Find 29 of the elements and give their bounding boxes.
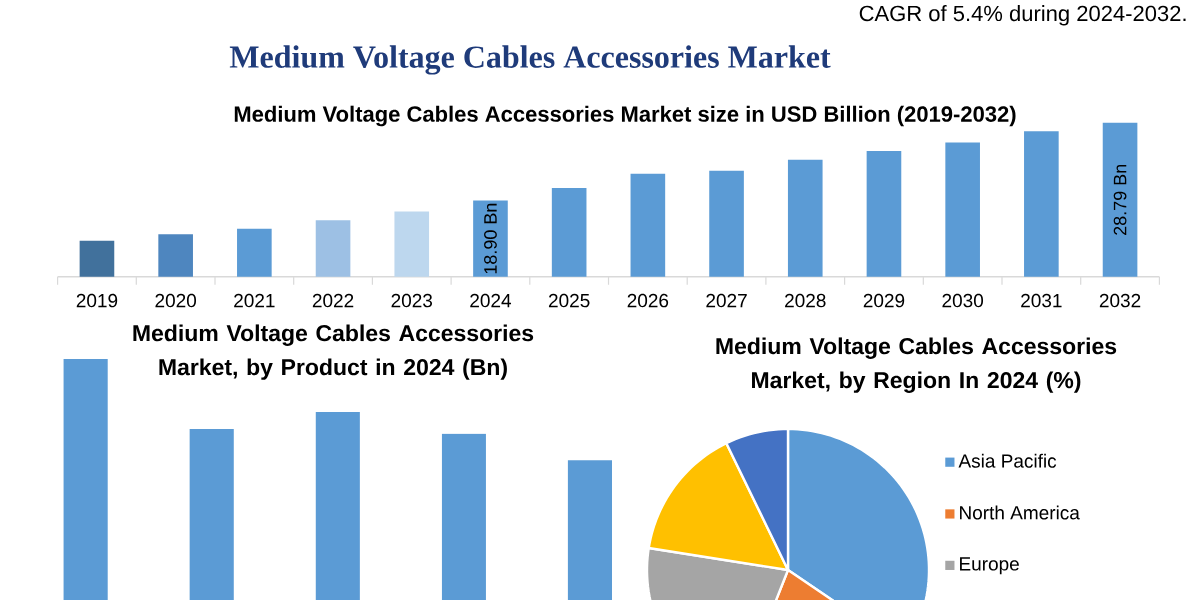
x-tick-label: 2022 <box>312 293 354 308</box>
chart-title: Medium Voltage Cables Accessories Market, by Product in 2024 (Bn) <box>133 324 534 380</box>
x-tick-label: 2031 <box>1021 293 1062 308</box>
x-tick-label: 2028 <box>785 293 826 308</box>
x-tick-label: 2030 <box>942 293 984 308</box>
chart-title: Medium Voltage Cables Accessories Market, by Region In 2024 (%) <box>716 337 1117 393</box>
chart-subtitle: Medium Voltage Cables Accessories Market size in USD Billion (2019-2032) <box>234 105 1016 127</box>
x-tick-label: 2020 <box>155 293 197 308</box>
x-tick-label: 2029 <box>863 293 905 308</box>
data-label: 28.79 Bn <box>1113 164 1127 235</box>
legend-label: North America <box>960 505 1080 520</box>
x-tick-label: 2021 <box>234 293 275 308</box>
chart-title: Medium Voltage Cables Accessories Market <box>229 45 831 75</box>
x-tick-label: 2027 <box>706 293 747 308</box>
bar <box>567 460 613 600</box>
bar <box>315 412 360 600</box>
x-tick-label: 2023 <box>391 293 433 308</box>
bar <box>63 359 108 600</box>
x-tick-label: 2026 <box>627 293 669 308</box>
x-tick-label: 2024 <box>470 293 512 308</box>
text: CAGR of 5.4% during 2024-2032. <box>859 5 1186 26</box>
bar <box>189 428 234 600</box>
x-tick-label: 2025 <box>548 293 590 308</box>
legend-label: Europe <box>960 557 1019 575</box>
data-label: 18.90 Bn <box>484 203 497 274</box>
legend-label: Asia Pacific <box>958 453 1057 468</box>
x-tick-label: 2032 <box>1099 293 1141 308</box>
bar <box>441 433 486 600</box>
x-tick-label: 2019 <box>76 293 118 308</box>
